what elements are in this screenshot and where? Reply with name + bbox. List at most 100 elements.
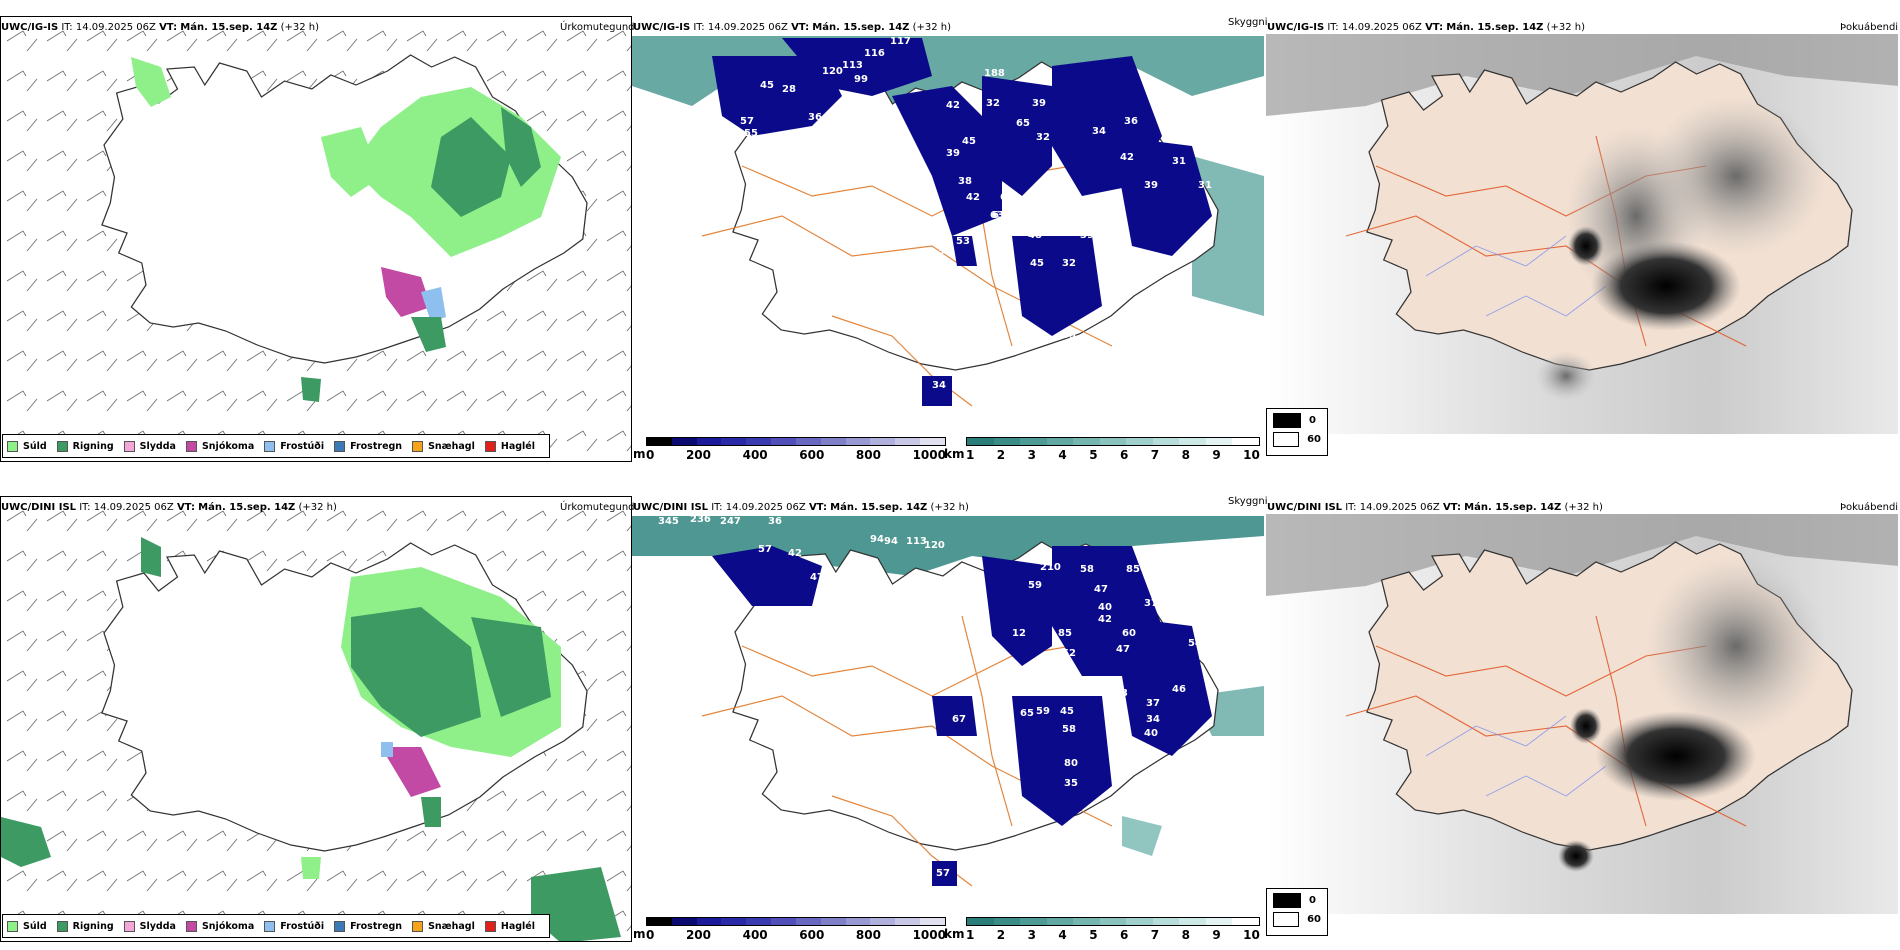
issue-label: IT: bbox=[711, 502, 723, 513]
fog-legend-label: 0 bbox=[1309, 415, 1316, 426]
cloud-label: 34 bbox=[1146, 714, 1160, 725]
tick-label: 200 bbox=[685, 928, 712, 942]
legend-swatch bbox=[7, 920, 18, 932]
fog-legend-label: 60 bbox=[1307, 434, 1321, 445]
lead-time: (+32 h) bbox=[930, 502, 969, 513]
valid-label: VT: bbox=[159, 22, 178, 33]
cloud-label: 34 bbox=[1092, 126, 1106, 137]
cloud-label: 63 bbox=[990, 210, 1004, 221]
visibility-ticks: 1 2 3 4 5 6 7 8 9 10 bbox=[966, 448, 1260, 462]
cloud-label: 38 bbox=[958, 176, 972, 187]
fog-swatch bbox=[1273, 912, 1300, 927]
legend-label: Snæhagl bbox=[428, 920, 475, 932]
cloud-label: 40 bbox=[1144, 728, 1158, 739]
legend-item-snjokoma: Snjókoma bbox=[185, 440, 254, 452]
tick-label: 800 bbox=[855, 448, 881, 462]
header-fog-ig: UWC/IG-IS IT: 14.09.2025 06Z VT: Mán. 15… bbox=[1267, 22, 1585, 33]
legend-swatch bbox=[123, 920, 135, 932]
cloud-label: 67 bbox=[1000, 192, 1014, 203]
legend-label: Snjókoma bbox=[201, 920, 255, 932]
cloud-label: 28 bbox=[782, 84, 796, 95]
valid-label: VT: bbox=[176, 502, 195, 513]
cloud-label: 59 bbox=[1036, 706, 1050, 717]
legend-label: Rigning bbox=[72, 920, 114, 932]
tick-label: 400 bbox=[742, 928, 768, 942]
visibility-ticks: 1 2 3 4 5 6 7 8 9 10 bbox=[966, 928, 1260, 942]
fog-legend-row: 60 bbox=[1273, 432, 1321, 447]
issue-time: 14.09.2025 06Z bbox=[75, 22, 156, 33]
panel-title-precip-dini: Úrkomutegund bbox=[560, 502, 635, 513]
fog-legend-label: 60 bbox=[1307, 914, 1321, 925]
legend-item-slydda: Slydda bbox=[123, 440, 176, 452]
legend-swatch bbox=[264, 440, 276, 452]
cloud-label: 45 bbox=[1060, 706, 1074, 717]
cloud-label: 45 bbox=[962, 136, 976, 147]
legend-item-slydda: Slydda bbox=[123, 920, 176, 932]
cloud-label: 113 bbox=[906, 536, 927, 547]
legend-swatch bbox=[484, 440, 496, 452]
cloud-label: 117 bbox=[890, 36, 911, 47]
tick-label: 600 bbox=[799, 928, 825, 942]
cloud-label: 148 bbox=[872, 506, 893, 517]
tick-label: 1 bbox=[966, 448, 975, 462]
cloud-label: 65 bbox=[1020, 708, 1034, 719]
cloud-label: 113 bbox=[842, 60, 863, 71]
header-cloud-dini: UWC/DINI ISL IT: 14.09.2025 06Z VT: Mán.… bbox=[633, 502, 969, 513]
cloud-labels-ig: 120 113 116 117 99 188 45 28 36 57 55 42… bbox=[740, 36, 1212, 391]
cloud-label: 47 bbox=[1116, 644, 1130, 655]
cloud-label: 55 bbox=[744, 128, 758, 139]
cloud-label: 36 bbox=[808, 112, 822, 123]
fog-legend-ig: 0 60 bbox=[1266, 408, 1328, 456]
cloud-label: 36 bbox=[768, 516, 782, 527]
tick-label: 1000 bbox=[912, 928, 946, 942]
cloud-label: 39 bbox=[1144, 180, 1158, 191]
legend-item-sudl: Súld bbox=[7, 440, 47, 452]
legend-swatch bbox=[334, 440, 346, 452]
legend-swatch bbox=[56, 920, 68, 932]
cloud-label: 35 bbox=[1064, 778, 1078, 789]
legend-label: Haglél bbox=[500, 440, 535, 452]
cloud-label: 85 bbox=[1058, 628, 1072, 639]
issue-time: 14.09.2025 06Z bbox=[93, 502, 174, 513]
visibility-unit-ig: km bbox=[944, 447, 965, 461]
legend-item-frostregn: Frostregn bbox=[334, 920, 402, 932]
legend-item-rigning: Rigning bbox=[56, 440, 114, 452]
valid-time: Mán. 15.sep. 14Z bbox=[198, 502, 296, 513]
cloud-label: 247 bbox=[720, 516, 741, 527]
tick-label: 7 bbox=[1150, 928, 1160, 942]
issue-time: 14.09.2025 06Z bbox=[707, 22, 788, 33]
cloud-label: 236 bbox=[690, 514, 711, 525]
cloud-label: 54 bbox=[1188, 638, 1202, 649]
valid-label: VT: bbox=[808, 502, 827, 513]
cloud-label: 37 bbox=[1146, 698, 1160, 709]
cloud-label: 84 bbox=[822, 508, 836, 519]
cloud-label: 32 bbox=[1062, 258, 1076, 269]
legend-item-snjokoma: Snjókoma bbox=[185, 920, 255, 932]
cloud-label: 34 bbox=[932, 380, 946, 391]
cloud-label: 40 bbox=[1098, 602, 1112, 613]
tick-label: 5 bbox=[1089, 448, 1098, 462]
issue-time: 14.09.2025 06Z bbox=[1359, 502, 1440, 513]
fog-panel-dini: 0 60 bbox=[1266, 496, 1898, 942]
precip-type-panel-ig bbox=[0, 16, 632, 462]
cloud-label: 65 bbox=[1016, 118, 1030, 129]
legend-label: Slydda bbox=[139, 920, 176, 932]
lead-time: (+32 h) bbox=[1546, 22, 1586, 33]
model-name: UWC/DINI ISL bbox=[633, 502, 709, 513]
cloud-label: 42 bbox=[946, 100, 960, 111]
cloud-label: 47 bbox=[1094, 584, 1108, 595]
tick-label: 4 bbox=[1058, 448, 1067, 462]
tick-label: 10 bbox=[1243, 448, 1260, 462]
issue-label: IT: bbox=[61, 22, 73, 33]
tick-label: 800 bbox=[855, 928, 881, 942]
lead-time: (+32 h) bbox=[1564, 502, 1603, 513]
cloud-label: 31 bbox=[1198, 180, 1212, 191]
fog-swatch bbox=[1273, 413, 1301, 428]
cloud-label: 58 bbox=[1080, 564, 1094, 575]
legend-swatch bbox=[123, 440, 135, 452]
valid-time: Mán. 15.sep. 14Z bbox=[1464, 502, 1562, 513]
valid-label: VT: bbox=[1425, 22, 1444, 33]
legend-swatch bbox=[484, 920, 496, 932]
fog-swatch bbox=[1273, 432, 1300, 447]
cloud-label: 210 bbox=[1040, 562, 1061, 573]
